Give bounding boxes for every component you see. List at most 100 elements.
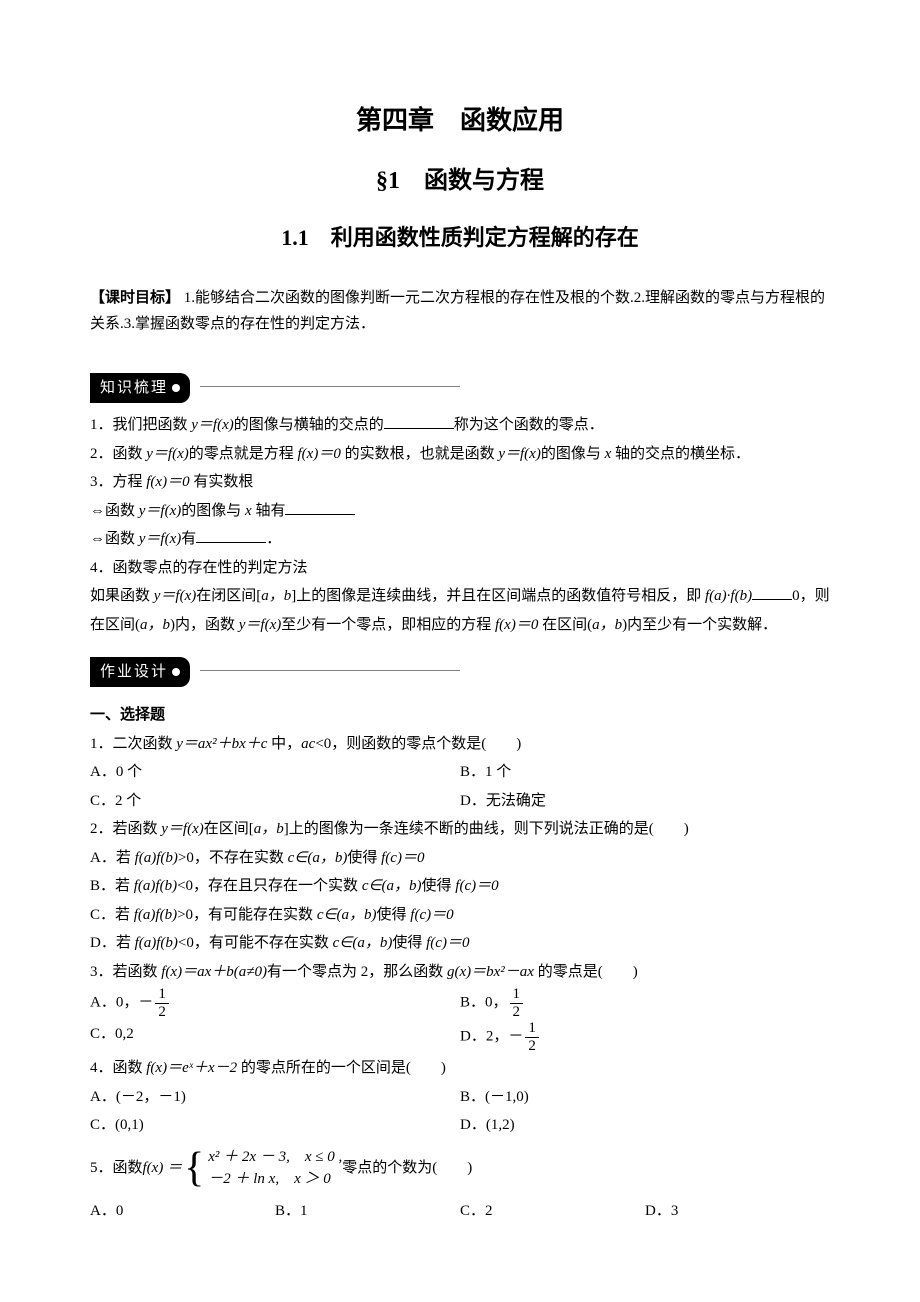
text: <0，存在且只存在一个实数 bbox=[177, 878, 362, 894]
formula: y＝f(x) bbox=[161, 821, 203, 837]
text: 的零点是( ) bbox=[534, 964, 638, 980]
divider-line bbox=[200, 386, 460, 387]
blank bbox=[285, 499, 355, 515]
formula: f(x)＝0 bbox=[298, 446, 341, 462]
text: 的零点就是方程 bbox=[189, 446, 298, 462]
formula: f(x)＝ax＋b(a≠0) bbox=[161, 964, 267, 980]
objective-block: 【课时目标】 1.能够结合二次函数的图像判断一元二次方程根的存在性及根的个数.2… bbox=[90, 285, 830, 337]
formula: f(a)f(b) bbox=[134, 907, 177, 923]
text: 如果函数 bbox=[90, 588, 154, 604]
question-2: 2．若函数 y＝f(x)在区间[a，b]上的图像为一条连续不断的曲线，则下列说法… bbox=[90, 815, 830, 844]
text: 的实数根，也就是函数 bbox=[341, 446, 499, 462]
text: C．若 bbox=[90, 907, 134, 923]
text: 轴的交点的横坐标． bbox=[611, 446, 750, 462]
question-5: 5．函数 f(x) ＝ { x² ＋ 2x － 3, x ≤ 0 , －2 ＋ … bbox=[90, 1140, 830, 1197]
blank bbox=[196, 527, 266, 543]
text: >0，有可能存在实数 bbox=[177, 907, 317, 923]
option-a: A．0，－12 bbox=[90, 986, 460, 1020]
text: A．0， bbox=[90, 995, 138, 1011]
formula: g(x)＝bx²－ax bbox=[447, 964, 534, 980]
formula: ac bbox=[301, 736, 315, 752]
text: 的零点所在的一个区间是( ) bbox=[237, 1060, 446, 1076]
text: 2．函数 bbox=[90, 446, 146, 462]
text: 3．若函数 bbox=[90, 964, 161, 980]
fraction: 12 bbox=[155, 986, 169, 1020]
text: 3．方程 bbox=[90, 474, 146, 490]
formula: f(x)＝eˣ＋x－2 bbox=[146, 1060, 237, 1076]
text: 在区间( bbox=[538, 617, 592, 633]
text: 有 bbox=[181, 531, 196, 547]
text: 1．我们把函数 bbox=[90, 417, 191, 433]
text: 称为这个函数的零点． bbox=[454, 417, 604, 433]
text: 5．函数 bbox=[90, 1154, 143, 1183]
formula: f(c)＝0 bbox=[381, 850, 424, 866]
formula: c∈(a，b) bbox=[288, 850, 348, 866]
text: D．若 bbox=[90, 935, 135, 951]
text: 零点的个数为( ) bbox=[342, 1154, 472, 1183]
q3-options-row2: C．0,2 D．2，－12 bbox=[90, 1020, 830, 1054]
formula: f(c)＝0 bbox=[426, 935, 469, 951]
formula: a，b bbox=[261, 588, 291, 604]
formula: y＝f(x) bbox=[154, 588, 196, 604]
question-3: 3．若函数 f(x)＝ax＋b(a≠0)有一个零点为 2，那么函数 g(x)＝b… bbox=[90, 958, 830, 987]
fraction: 12 bbox=[510, 986, 524, 1020]
option-c: C．2 bbox=[460, 1197, 645, 1226]
text: )内至少有一个实数解． bbox=[622, 617, 777, 633]
zuoye-content: 一、选择题 1．二次函数 y＝ax²＋bx＋c 中，ac<0，则函数的零点个数是… bbox=[90, 701, 830, 1225]
formula: f(c)＝0 bbox=[455, 878, 498, 894]
option-d: D．2，－12 bbox=[460, 1020, 830, 1054]
text: ⇔函数 bbox=[90, 531, 139, 547]
text: ⇔函数 bbox=[90, 503, 139, 519]
case-2: －2 ＋ ln x, x ＞ 0 bbox=[208, 1168, 342, 1191]
q5-options: A．0 B．1 C．2 D．3 bbox=[90, 1197, 830, 1226]
option-b: B．1 个 bbox=[460, 758, 830, 787]
formula: c∈(a，b) bbox=[333, 935, 393, 951]
text: <0，则函数的零点个数是( ) bbox=[315, 736, 521, 752]
blank bbox=[752, 584, 792, 600]
question-4: 4．函数 f(x)＝eˣ＋x－2 的零点所在的一个区间是( ) bbox=[90, 1054, 830, 1083]
chapter-title: 第四章 函数应用 bbox=[90, 100, 830, 142]
text: 的图像与 bbox=[541, 446, 605, 462]
text: － bbox=[138, 995, 153, 1011]
q3-options-row1: A．0，－12 B．0，12 bbox=[90, 986, 830, 1020]
text: ]上的图像为一条连续不断的曲线，则下列说法正确的是( ) bbox=[284, 821, 689, 837]
subsection-title: 1.1 利用函数性质判定方程解的存在 bbox=[90, 220, 830, 255]
zuoye-header: 作业设计 bbox=[90, 657, 190, 687]
text: 有实数根 bbox=[190, 474, 254, 490]
text: 至少有一个零点，即相应的方程 bbox=[281, 617, 495, 633]
text: 的图像与横轴的交点的 bbox=[234, 417, 384, 433]
zhishi-content: 1．我们把函数 y＝f(x)的图像与横轴的交点的称为这个函数的零点． 2．函数 … bbox=[90, 411, 830, 639]
option-b: B．(－1,0) bbox=[460, 1083, 830, 1112]
text: 2．若函数 bbox=[90, 821, 161, 837]
formula: a，b bbox=[592, 617, 622, 633]
formula: a，b bbox=[140, 617, 170, 633]
divider-line bbox=[200, 670, 460, 671]
text: 使得 bbox=[347, 850, 381, 866]
zhishi-header: 知识梳理 bbox=[90, 373, 190, 403]
section-title: §1 函数与方程 bbox=[90, 162, 830, 200]
formula: f(a)f(b) bbox=[134, 878, 177, 894]
text: 使得 bbox=[392, 935, 426, 951]
text: 轴有 bbox=[252, 503, 286, 519]
formula: y＝f(x) bbox=[139, 531, 181, 547]
xuanze-head: 一、选择题 bbox=[90, 701, 830, 730]
option-d: D．(1,2) bbox=[460, 1111, 830, 1140]
option-b: B．0，12 bbox=[460, 986, 830, 1020]
q1-options: A．0 个 B．1 个 C．2 个 D．无法确定 bbox=[90, 758, 830, 815]
formula: y＝f(x) bbox=[139, 503, 181, 519]
zhishi-header-row: 知识梳理 bbox=[90, 355, 830, 411]
text: 使得 bbox=[377, 907, 411, 923]
text: >0，不存在实数 bbox=[178, 850, 288, 866]
formula: x bbox=[245, 503, 252, 519]
text: 有一个零点为 2，那么函数 bbox=[267, 964, 447, 980]
piecewise: f(x) ＝ { x² ＋ 2x － 3, x ≤ 0 , －2 ＋ ln x,… bbox=[143, 1146, 343, 1191]
option-a: A．0 bbox=[90, 1197, 275, 1226]
blank bbox=[384, 413, 454, 429]
formula: f(x) ＝ bbox=[143, 1154, 183, 1183]
text: A．若 bbox=[90, 850, 135, 866]
q4-options: A．(－2，－1) B．(－1,0) C．(0,1) D．(1,2) bbox=[90, 1083, 830, 1140]
objective-label: 【课时目标】 bbox=[90, 289, 180, 306]
formula: f(a)f(b) bbox=[135, 850, 178, 866]
text: ． bbox=[266, 531, 281, 547]
fraction: 12 bbox=[525, 1020, 539, 1054]
